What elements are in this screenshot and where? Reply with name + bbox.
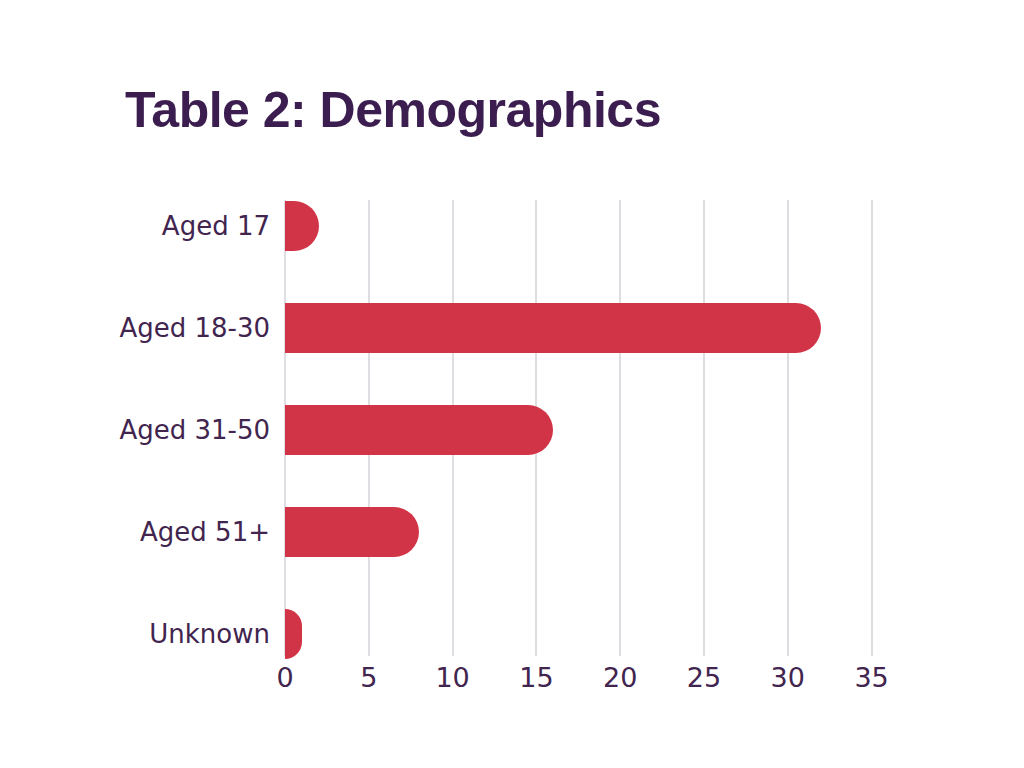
- bar: [285, 609, 302, 659]
- slide: Table 2: Demographics Aged 17Aged 18-30A…: [0, 0, 1024, 768]
- tick-label: 30: [748, 664, 828, 691]
- tick-label: 0: [245, 664, 325, 691]
- bar: [285, 201, 319, 251]
- gridline: [619, 200, 621, 656]
- bar-chart: Aged 17 Aged 18-30 Aged 31-50 Aged 51+ Unkno…: [0, 0, 1024, 768]
- gridline: [703, 200, 705, 656]
- category-label: Aged 31-50: [50, 405, 270, 455]
- tick-label: 10: [413, 664, 493, 691]
- bar: [285, 303, 821, 353]
- bar: [285, 405, 553, 455]
- tick-label: 15: [496, 664, 576, 691]
- tick-label: 25: [664, 664, 744, 691]
- category-label: Aged 51+: [50, 507, 270, 557]
- category-label: Unknown: [50, 609, 270, 659]
- category-label: Aged 18-30: [50, 303, 270, 353]
- gridline: [787, 200, 789, 656]
- bar: [285, 507, 419, 557]
- category-label: Aged 17: [50, 201, 270, 251]
- tick-label: 5: [329, 664, 409, 691]
- gridline: [871, 200, 873, 656]
- tick-label: 20: [580, 664, 660, 691]
- tick-label: 35: [832, 664, 912, 691]
